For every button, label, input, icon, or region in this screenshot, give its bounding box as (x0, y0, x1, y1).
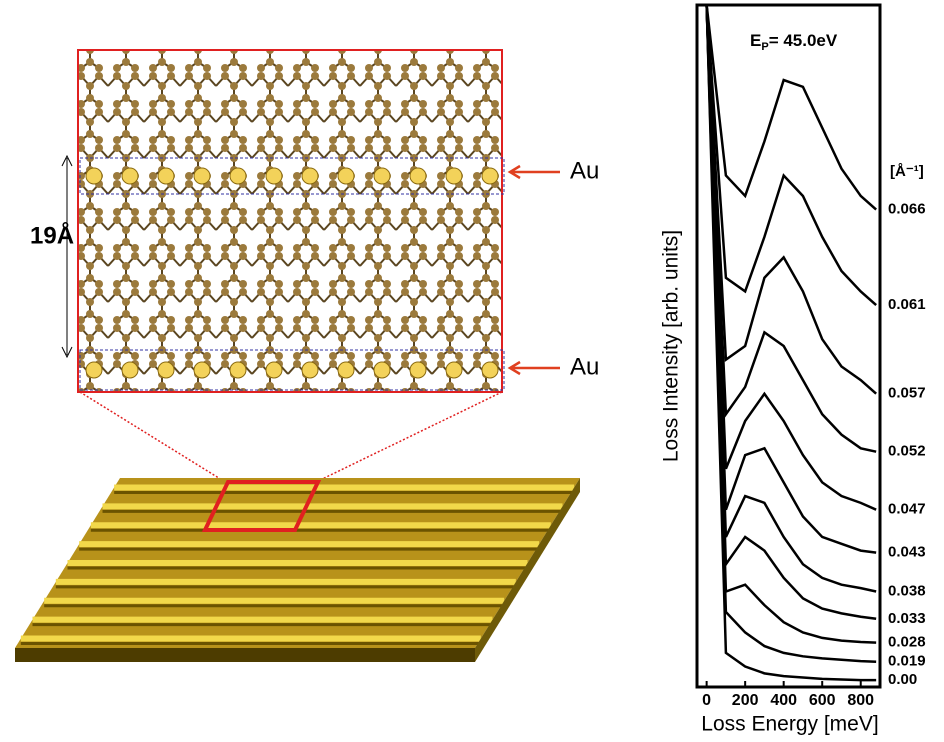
x-tick-label: 0 (702, 692, 711, 709)
series-label: 0.033 (888, 610, 926, 627)
au-atom (482, 362, 498, 378)
atom-label: Au (570, 353, 599, 380)
au-atom (230, 168, 246, 184)
y-axis-label: Loss Intensity [arb. units] (660, 230, 683, 462)
au-atom (158, 362, 174, 378)
annotation-rest: = 45.0eV (769, 31, 838, 50)
au-atom (338, 362, 354, 378)
au-atom (194, 168, 210, 184)
x-axis-label: Loss Energy [meV] (701, 713, 878, 736)
au-atom (410, 168, 426, 184)
au-atom (266, 362, 282, 378)
atom-label: Au (570, 157, 599, 184)
au-atom (302, 362, 318, 378)
au-atom (122, 362, 138, 378)
series-line (707, 5, 877, 662)
au-atom (86, 362, 102, 378)
au-atom (374, 168, 390, 184)
au-atom (446, 168, 462, 184)
annotation-subscript: P (761, 41, 768, 53)
x-tick-label: 200 (732, 692, 759, 709)
series-label: 0.052 (888, 443, 926, 460)
series-label: 0.061 (888, 296, 926, 313)
au-atom (122, 168, 138, 184)
au-atom (230, 362, 246, 378)
au-atom (374, 362, 390, 378)
au-atom (338, 168, 354, 184)
slab-steps (21, 487, 574, 643)
zoom-lines (80, 392, 502, 482)
structure-diagram: 19Å Au Au (15, 50, 599, 662)
au-atom (302, 168, 318, 184)
x-tick-label: 400 (770, 692, 797, 709)
lattice (78, 50, 502, 392)
au-atom (266, 168, 282, 184)
figure: 19Å Au Au EP= 45.0eV [Å⁻¹] Loss Energy [… (0, 0, 944, 742)
series-label: 0.00 (888, 671, 917, 688)
au-atom (158, 168, 174, 184)
series-line (707, 5, 877, 592)
au-atom (482, 168, 498, 184)
annotation-text: E (750, 31, 761, 50)
au-atom (410, 362, 426, 378)
series-label: 0.019 (888, 653, 926, 670)
series-label: 0.038 (888, 582, 926, 599)
series-line (707, 5, 877, 553)
au-atom (194, 362, 210, 378)
series-label: 0.047 (888, 501, 926, 518)
series-label: 0.028 (888, 634, 926, 651)
slab-front (15, 648, 475, 662)
dimension-label: 19Å (30, 221, 74, 249)
chart: EP= 45.0eV [Å⁻¹] Loss Energy [meV] Loss … (660, 5, 926, 736)
series-line (707, 5, 877, 680)
annotation: EP= 45.0eV (750, 31, 838, 52)
series-line (707, 5, 877, 452)
arrows (510, 166, 560, 374)
series-line (707, 5, 877, 394)
series-line (707, 5, 877, 510)
series-group (707, 5, 877, 680)
x-tick-label: 600 (809, 692, 836, 709)
series-label: 0.066 (888, 201, 926, 218)
au-atom (86, 168, 102, 184)
au-atom (446, 362, 462, 378)
series-label: 0.043 (888, 544, 926, 561)
series-label: 0.057 (888, 385, 926, 402)
x-tick-label: 800 (847, 692, 874, 709)
series-unit: [Å⁻¹] (890, 163, 924, 180)
